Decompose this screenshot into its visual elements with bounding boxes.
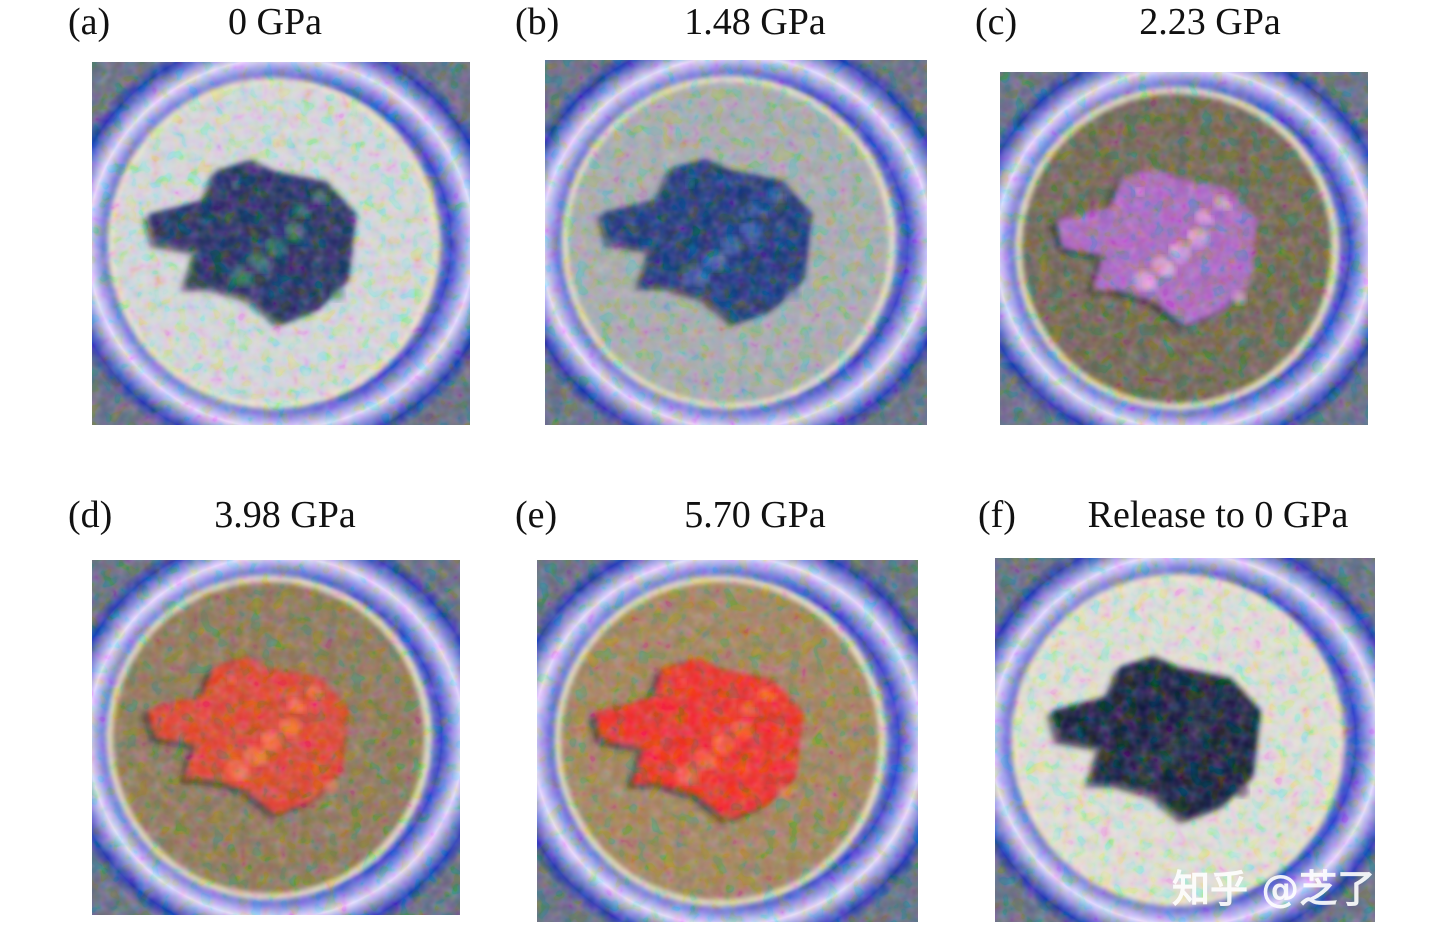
watermark: 知乎 @芝了 — [1172, 867, 1375, 911]
panel-title: 3.98 GPa — [214, 494, 356, 536]
micrograph — [92, 62, 470, 425]
panel-title: 5.70 GPa — [684, 494, 826, 536]
micrograph — [545, 60, 927, 425]
panel-label: (f) — [978, 494, 1016, 536]
micrograph — [92, 560, 460, 915]
panel-label: (b) — [515, 1, 559, 43]
panel-label: (c) — [975, 1, 1017, 43]
micrograph-grain — [537, 560, 918, 922]
panel-title: 0 GPa — [228, 1, 322, 43]
micrograph-grain — [92, 560, 460, 915]
micrograph-grain — [92, 62, 470, 425]
micrograph — [537, 560, 918, 922]
panel-title: 1.48 GPa — [684, 1, 826, 43]
panel-title: Release to 0 GPa — [1088, 494, 1349, 536]
panel-label: (e) — [515, 494, 557, 536]
panel-label: (d) — [68, 494, 112, 536]
micrograph-grain — [1000, 72, 1368, 425]
micrograph-grain — [995, 558, 1375, 922]
panel-title: 2.23 GPa — [1139, 1, 1281, 43]
micrograph-grain — [545, 60, 927, 425]
micrograph — [1000, 72, 1368, 425]
micrograph — [995, 558, 1375, 922]
panel-label: (a) — [68, 1, 110, 43]
